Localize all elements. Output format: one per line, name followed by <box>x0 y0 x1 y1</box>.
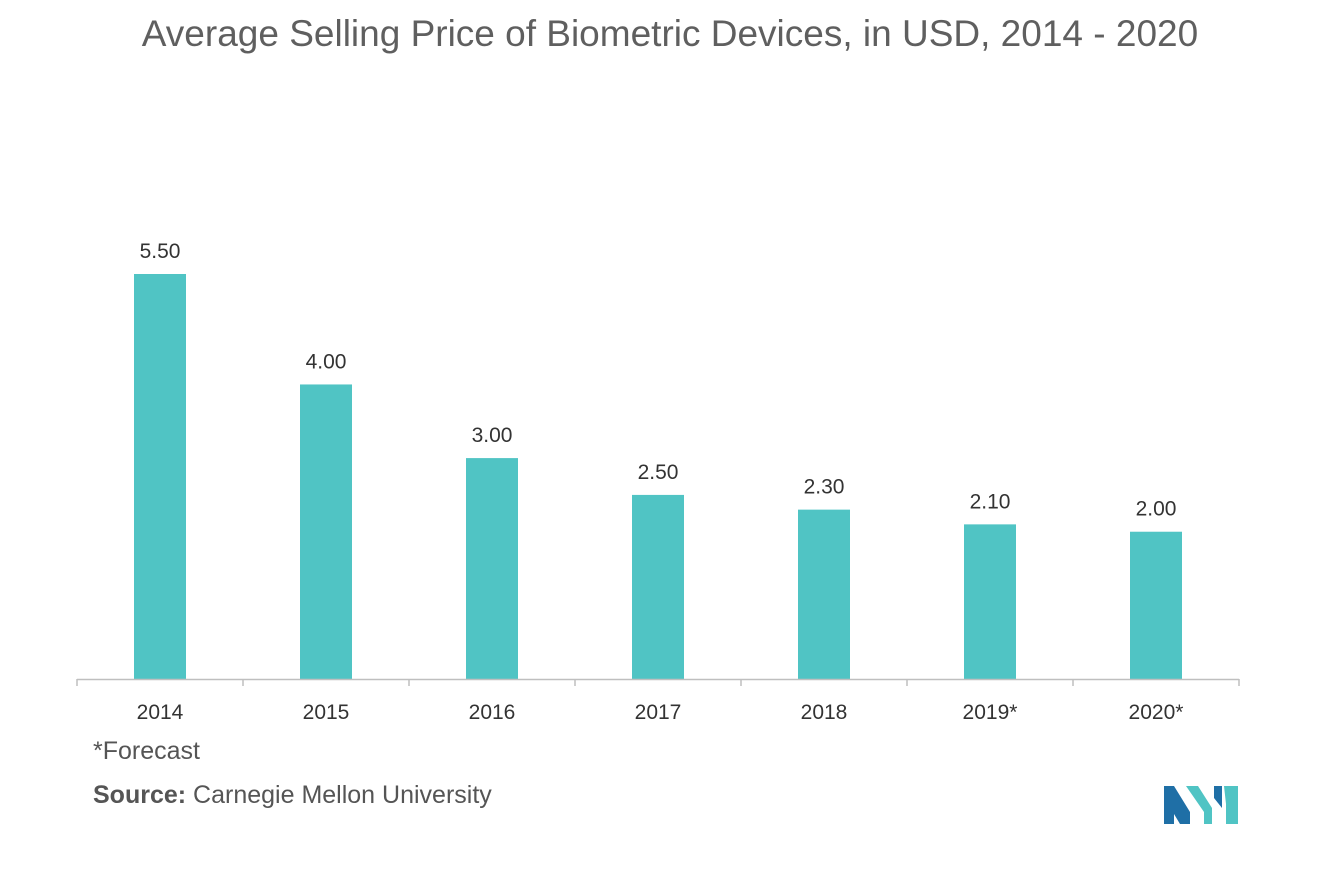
source-label: Source: <box>93 781 187 809</box>
x-tick-label: 2014 <box>137 701 184 724</box>
data-label: 4.00 <box>306 350 347 373</box>
x-tick-label: 2017 <box>635 701 682 724</box>
data-label: 2.10 <box>970 490 1011 513</box>
bar-2019 <box>964 524 1016 679</box>
x-tick-label: 2018 <box>801 701 848 724</box>
x-tick-label: 2019* <box>963 701 1018 724</box>
data-label: 5.50 <box>140 240 181 263</box>
data-label: 2.50 <box>638 461 679 484</box>
x-tick-label: 2015 <box>303 701 350 724</box>
bar-2017 <box>632 494 684 679</box>
x-tick-label: 2016 <box>469 701 516 724</box>
bar-2018 <box>798 509 850 679</box>
x-axis: 2014 2015 2016 2017 2018 2019* 2020* <box>76 678 1240 724</box>
data-label: 2.00 <box>1136 498 1177 521</box>
bars-layer <box>134 274 1182 679</box>
mordor-logo-icon <box>1164 786 1238 824</box>
bar-2016 <box>466 458 518 679</box>
x-tick-label: 2020* <box>1129 701 1184 724</box>
forecast-footnote: *Forecast <box>93 737 200 765</box>
bar-2014 <box>134 274 186 679</box>
source-text: Carnegie Mellon University <box>186 781 492 809</box>
data-label: 3.00 <box>472 424 513 447</box>
data-labels-layer: 5.50 4.00 3.00 2.50 2.30 2.10 2.00 <box>140 240 1177 521</box>
bar-2020 <box>1130 531 1182 679</box>
chart-title: Average Selling Price of Biometric Devic… <box>141 13 1199 54</box>
data-label: 2.30 <box>804 476 845 499</box>
bar-2015 <box>300 384 352 679</box>
source-note: Source: Carnegie Mellon University <box>93 781 492 810</box>
